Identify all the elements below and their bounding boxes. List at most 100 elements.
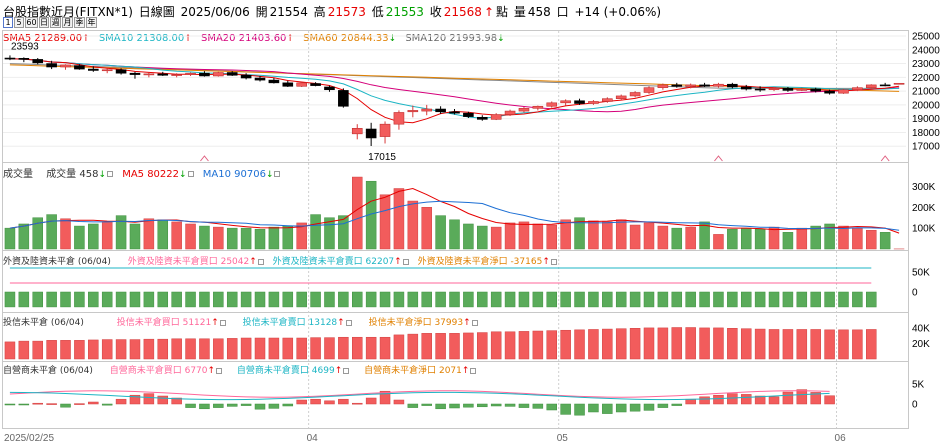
foreign-net-bar [46,291,57,308]
dealer-net-bar [685,398,696,405]
candlestick [46,60,57,70]
checkbox-icon [107,171,113,177]
checkbox-icon [257,258,264,265]
foreign-title: 外資及陸資未平倉 [3,257,76,267]
candle-body [754,88,766,91]
sma20-line [9,58,900,113]
dealer-net-bar [88,401,99,405]
volume-bar [685,226,696,250]
candle-body [588,101,599,104]
period-button-day[interactable]: 日 [39,17,49,28]
foreign-legend: 外資及陸資未平倉 (06/04) 外資及陸資未平倉買口 25042↑ 外資及陸資… [3,254,557,267]
candlestick [379,121,391,144]
candle-body [143,73,155,76]
volume-bar [88,223,99,250]
candle-body [893,82,905,85]
dealer-net-bar [171,397,182,405]
trust-sell-legend: 投信未平倉賣口 13128↑ [243,318,352,328]
volume-bar [657,225,669,250]
period-button-month[interactable]: 月 [62,17,73,28]
volume-bar [268,226,280,250]
price-tick-label: 19000 [912,114,940,125]
close-unit: 點 [496,5,509,19]
candle-body [546,102,558,107]
volume-bar [588,220,599,250]
candlestick [351,124,363,140]
volume-bar [310,214,321,250]
dealer-net-bar [657,403,669,408]
period-button-5min[interactable]: 5 [14,17,24,28]
candlestick [365,122,377,147]
trust-buy-legend: 投信未平倉買口 51121↑ [117,318,226,328]
dealer-net-bar [324,400,335,405]
volume-bar [824,223,835,250]
period-button-quarter[interactable]: 季 [74,17,85,28]
foreign-net-bar [199,291,210,308]
dealer-net-bar [157,395,169,405]
dealer-net-bar [518,403,530,408]
candlestick [157,71,169,76]
foreign-net-bar [643,291,655,308]
trust-net-bar [685,327,696,360]
trust-title: 投信未平倉 [3,318,49,328]
candle-body [699,84,710,87]
trust-net-bar [18,340,30,360]
candlestick [115,68,127,75]
trust-date: (06/04) [50,318,84,328]
dealer-date: (06/04) [59,366,93,376]
foreign-net-bar [365,291,377,308]
dealer-net-bar [463,403,474,408]
dealer-sell-line [9,391,830,401]
trust-net-bar [838,329,849,360]
dealer-buy-legend: 自營商未平倉買口 6770↑ [110,366,223,376]
dealer-net-bar [490,403,502,407]
candlestick [852,86,863,92]
trust-net-bar [199,338,210,360]
foreign-net-bar [88,291,99,308]
candle-body [268,79,280,84]
candle-body [796,88,808,91]
candle-body [87,68,99,71]
foreign-net-bar [699,291,710,308]
volume-bar [101,221,113,250]
trust-net-bar [254,337,266,360]
candlestick [754,86,766,92]
foreign-buy-legend: 外資及陸資未平倉買口 25042↑ [128,257,264,267]
volume-bar [407,200,419,250]
candle-body [865,84,877,88]
volume-label: 量 [513,5,526,19]
trust-net-bar [643,327,655,360]
foreign-net-bar [435,291,446,308]
candle-body [365,128,377,139]
trust-net-bar [352,336,363,360]
foreign-net-bar [268,291,280,308]
dealer-net-bar [574,403,585,416]
dealer-panel-frame [2,361,909,429]
dealer-net-bar [393,399,405,405]
trust-net-bar [60,340,71,360]
trust-net-bar [268,337,280,360]
dealer-net-bar [268,403,280,409]
foreign-net-bar [143,291,155,308]
candle-body [560,100,571,104]
foreign-tick-label: 0 [912,288,918,299]
up-arrow-icon: ↑ [337,318,345,328]
foreign-net-bar [240,291,252,308]
candlestick [185,72,196,76]
sma20-legend: SMA20 21403.60↑ [200,33,294,44]
volume-bar [213,226,224,250]
trust-net-bar [282,337,294,360]
trust-net-bar [143,338,155,360]
period-button-60min[interactable]: 60 [25,17,38,28]
period-button-year[interactable]: 年 [86,17,97,28]
period-button-1min[interactable]: 1 [3,17,13,28]
dealer-net-bar [282,403,294,407]
signal-marker-icon [200,155,209,162]
trust-net-bar [463,332,474,360]
candlestick [476,115,488,121]
period-button-week[interactable]: 週 [50,17,61,28]
close-label: 收 [429,5,442,19]
candle-body [518,108,530,112]
candlestick [824,89,835,95]
